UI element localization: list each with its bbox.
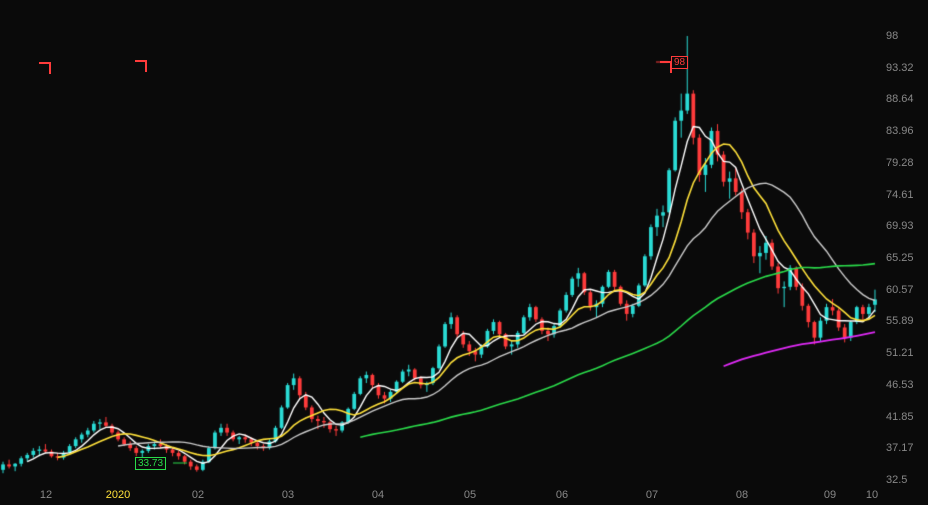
x-tick-label: 03 xyxy=(282,489,294,501)
x-tick-label: 2020 xyxy=(106,489,130,501)
x-tick-label: 02 xyxy=(192,489,204,501)
marker-flag-icon xyxy=(660,61,672,73)
y-tick-label: 51.21 xyxy=(886,347,914,359)
y-tick-label: 69.93 xyxy=(886,220,914,232)
x-tick-label: 05 xyxy=(464,489,476,501)
x-tick-label: 07 xyxy=(646,489,658,501)
y-tick-label: 93.32 xyxy=(886,62,914,74)
x-tick-label: 08 xyxy=(736,489,748,501)
y-tick-label: 88.64 xyxy=(886,93,914,105)
y-tick-label: 79.28 xyxy=(886,157,914,169)
marker-flag-icon xyxy=(39,62,51,74)
y-tick-label: 55.89 xyxy=(886,315,914,327)
y-tick-label: 65.25 xyxy=(886,252,914,264)
y-tick-label: 37.17 xyxy=(886,442,914,454)
marker-flag-icon xyxy=(135,60,147,72)
y-tick-label: 83.96 xyxy=(886,125,914,137)
peak-price-tag: 98 xyxy=(671,56,688,69)
stock-chart-root: 2020/10/12收59.14幅1.56%[0.91]开58.35高60.58… xyxy=(0,0,928,505)
y-tick-label: 46.53 xyxy=(886,379,914,391)
x-tick-label: 12 xyxy=(40,489,52,501)
price-chart-canvas[interactable] xyxy=(0,0,928,505)
y-tick-label: 41.85 xyxy=(886,411,914,423)
x-tick-label: 10 xyxy=(866,489,878,501)
low-price-tag: 33.73 xyxy=(135,457,166,470)
x-tick-label: 06 xyxy=(556,489,568,501)
y-tick-label: 74.61 xyxy=(886,189,914,201)
y-tick-label: 32.5 xyxy=(886,474,907,486)
y-tick-label: 98 xyxy=(886,30,898,42)
x-tick-label: 04 xyxy=(372,489,384,501)
y-tick-label: 60.57 xyxy=(886,284,914,296)
x-tick-label: 09 xyxy=(824,489,836,501)
